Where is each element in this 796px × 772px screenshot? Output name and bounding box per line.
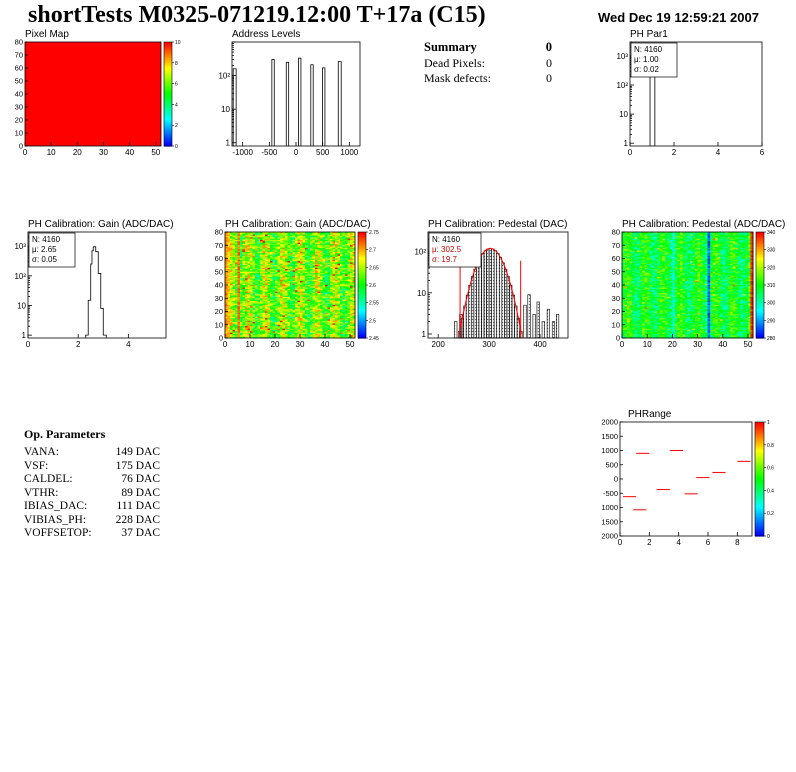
op-parameter-label: VOFFSETOP: bbox=[24, 527, 92, 539]
op-parameters-title: Op. Parameters bbox=[24, 427, 106, 441]
op-parameter-value: 37 DAC bbox=[121, 527, 160, 539]
pedestal-hist-chart bbox=[402, 216, 588, 350]
op-parameter-value: 111 DAC bbox=[116, 500, 160, 512]
op-parameters-panel: Op. Parameters VANA: 149 DAC VSF: 175 DA… bbox=[24, 427, 160, 541]
op-parameter-value: 149 DAC bbox=[115, 446, 160, 458]
summary-row-label: Dead Pixels: bbox=[424, 55, 485, 70]
op-parameter-value: 89 DAC bbox=[121, 486, 160, 499]
op-parameter-row: VIBIAS_PH: 228 DAC bbox=[24, 514, 160, 528]
op-parameter-value: 228 DAC bbox=[115, 513, 160, 526]
summary-row-value: 0 bbox=[546, 71, 552, 85]
page-title: shortTests M0325-071219.12:00 T+17a (C15… bbox=[28, 2, 486, 28]
summary-row-label: Mask defects: bbox=[424, 71, 491, 85]
summary-row-value: 0 bbox=[546, 55, 552, 70]
summary-row: Mask defects: 0 bbox=[424, 71, 552, 87]
op-parameter-label: VTHR: bbox=[24, 486, 59, 499]
op-parameter-row: VSF: 175 DAC bbox=[24, 460, 160, 474]
op-parameter-label: VANA: bbox=[24, 446, 59, 458]
op-parameter-row: IBIAS_DAC: 111 DAC bbox=[24, 500, 160, 514]
op-parameter-row: VTHR: 89 DAC bbox=[24, 487, 160, 501]
ph-par1-chart bbox=[603, 26, 796, 158]
ph-range-chart bbox=[590, 406, 796, 548]
pixel-map-chart bbox=[0, 26, 200, 158]
address-levels-chart bbox=[208, 26, 374, 158]
op-parameter-label: IBIAS_DAC: bbox=[24, 500, 88, 512]
summary-total: 0 bbox=[545, 40, 552, 54]
pedestal-map-chart bbox=[595, 216, 796, 350]
summary-title: Summary bbox=[424, 40, 477, 54]
op-parameter-value: 76 DAC bbox=[121, 473, 160, 485]
summary-panel: Summary 0 Dead Pixels: 0 Mask defects: 0 bbox=[424, 40, 552, 87]
op-parameter-row: CALDEL: 76 DAC bbox=[24, 473, 160, 487]
op-parameter-row: VOFFSETOP: 37 DAC bbox=[24, 527, 160, 541]
op-parameter-value: 175 DAC bbox=[115, 459, 160, 472]
timestamp: Wed Dec 19 12:59:21 2007 bbox=[598, 10, 759, 25]
op-parameter-row: VANA: 149 DAC bbox=[24, 446, 160, 460]
op-parameter-label: VSF: bbox=[24, 459, 49, 472]
op-parameter-label: CALDEL: bbox=[24, 473, 73, 485]
op-parameter-label: VIBIAS_PH: bbox=[24, 513, 86, 526]
gain-map-chart bbox=[198, 216, 380, 350]
summary-row: Dead Pixels: 0 bbox=[424, 56, 552, 72]
gain-hist-chart bbox=[0, 216, 196, 350]
